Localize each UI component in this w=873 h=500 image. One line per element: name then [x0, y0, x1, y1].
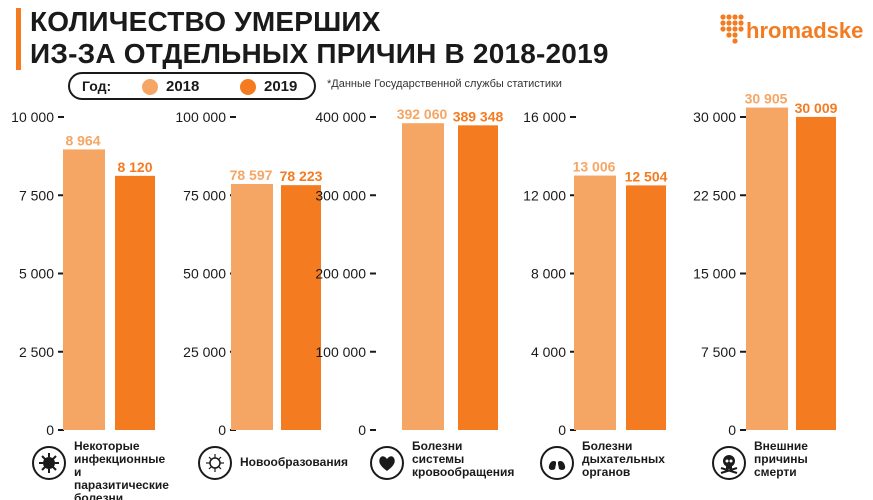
y-tick-label: 4 000	[531, 344, 566, 360]
value-label: 8 964	[65, 132, 100, 148]
value-label: 30 009	[795, 100, 838, 116]
title-accent-bar	[16, 8, 21, 70]
y-tick-label: 0	[218, 422, 226, 438]
bar-2019	[626, 185, 666, 430]
value-label: 13 006	[573, 159, 616, 175]
skull-icon	[712, 446, 746, 480]
legend-item-2018: 2018	[166, 78, 200, 95]
y-tick-label: 2 500	[19, 344, 54, 360]
value-label: 12 504	[625, 168, 668, 184]
y-tick-label: 0	[558, 422, 566, 438]
y-tick-label: 16 000	[523, 109, 566, 125]
y-tick-label: 7 500	[19, 187, 54, 203]
bar-2019	[115, 175, 155, 430]
bar-2018	[63, 149, 105, 430]
y-tick-label: 8 000	[531, 266, 566, 282]
y-tick-label: 10 000	[11, 109, 54, 125]
y-tick-label: 75 000	[183, 187, 226, 203]
y-tick-label: 100 000	[315, 344, 366, 360]
bar-2019	[458, 125, 498, 430]
legend-swatch-2018	[142, 79, 158, 95]
value-label: 78 597	[230, 167, 273, 183]
y-tick-label: 200 000	[315, 266, 366, 282]
value-label: 78 223	[280, 168, 323, 184]
heart-icon	[370, 446, 404, 480]
logo-text: hromadske	[746, 18, 864, 43]
category-label: Болезни дыхательных органов	[582, 439, 665, 479]
title-line-1: КОЛИЧЕСТВО УМЕРШИХ	[30, 6, 381, 37]
y-tick-label: 12 000	[523, 187, 566, 203]
bar-2019	[281, 185, 321, 430]
y-tick-label: 0	[358, 422, 366, 438]
source-note: *Данные Государственной службы статистик…	[327, 78, 562, 90]
bar-2018	[231, 183, 273, 430]
legend-item-2019: 2019	[264, 78, 298, 95]
y-tick-label: 15 000	[693, 266, 736, 282]
title-line-2: ИЗ-ЗА ОТДЕЛЬНЫХ ПРИЧИН В 2018-2019	[30, 38, 609, 69]
lungs-icon	[540, 446, 574, 480]
y-tick-label: 5 000	[19, 266, 54, 282]
y-tick-label: 30 000	[693, 109, 736, 125]
value-label: 392 060	[397, 106, 448, 122]
y-tick-label: 50 000	[183, 266, 226, 282]
y-tick-label: 300 000	[315, 187, 366, 203]
category-label: Некоторые инфекционные и паразитические …	[74, 439, 169, 500]
cell-icon	[198, 446, 232, 480]
legend-swatch-2019	[240, 79, 256, 95]
y-tick-label: 0	[46, 422, 54, 438]
bar-2018	[402, 123, 444, 431]
y-tick-label: 7 500	[701, 344, 736, 360]
hromadske-logo: hromadske	[720, 14, 864, 54]
y-tick-label: 400 000	[315, 109, 366, 125]
category-label: Новообразования	[240, 455, 348, 469]
value-label: 389 348	[453, 108, 504, 124]
y-tick-label: 0	[728, 422, 736, 438]
page-title: КОЛИЧЕСТВО УМЕРШИХ ИЗ-ЗА ОТДЕЛЬНЫХ ПРИЧИ…	[30, 6, 609, 70]
value-label: 8 120	[117, 159, 152, 175]
bar-2018	[746, 107, 788, 430]
legend-label: Год:	[82, 78, 112, 94]
y-tick-label: 100 000	[175, 109, 226, 125]
legend: Год: 2018 2019	[68, 72, 316, 100]
bar-2018	[574, 175, 616, 430]
category-label: Болезни системы кровообращения	[412, 439, 515, 479]
value-label: 30 905	[745, 91, 788, 107]
logo-mark-icon	[720, 14, 744, 44]
y-tick-label: 25 000	[183, 344, 226, 360]
virus-icon	[32, 446, 66, 480]
category-label: Внешние причины смерти	[754, 439, 808, 479]
y-tick-label: 22 500	[693, 187, 736, 203]
bar-2019	[796, 116, 836, 430]
